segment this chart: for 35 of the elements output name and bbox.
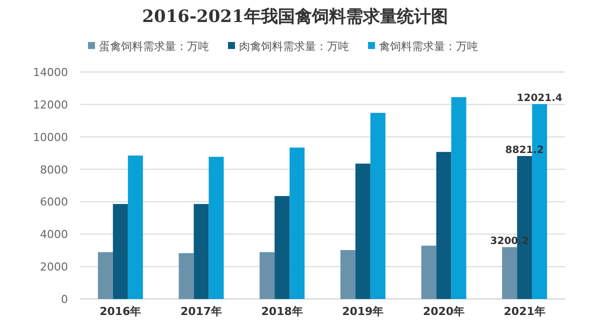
bar xyxy=(178,253,194,299)
x-tick-label: 2017年 xyxy=(180,305,222,318)
bar xyxy=(421,246,436,299)
bar xyxy=(128,156,143,299)
bar xyxy=(502,247,518,299)
y-tick-label: 4000 xyxy=(40,228,68,242)
chart-title: 2016-2021年我国禽饲料需求量统计图 xyxy=(142,7,448,27)
legend-label: 肉禽饲料需求量：万吨 xyxy=(239,40,349,53)
y-tick-label: 0 xyxy=(61,293,68,306)
bar xyxy=(112,204,128,299)
y-tick-label: 12000 xyxy=(33,98,68,112)
bar xyxy=(436,152,452,299)
y-tick-label: 6000 xyxy=(40,196,68,209)
legend-label: 蛋禽饲料需求量：万吨 xyxy=(99,40,209,53)
y-tick-label: 14000 xyxy=(33,66,68,79)
data-label: 12021.4 xyxy=(516,93,562,104)
bar xyxy=(451,97,466,299)
legend-label: 禽饲料需求量：万吨 xyxy=(379,40,478,53)
bar xyxy=(194,204,209,299)
bar xyxy=(274,196,290,299)
bar xyxy=(340,250,356,299)
x-tick-label: 2018年 xyxy=(261,305,303,318)
y-tick-label: 2000 xyxy=(40,260,68,274)
x-tick-label: 2020年 xyxy=(422,305,465,318)
bar xyxy=(98,252,113,299)
bar xyxy=(370,112,386,299)
x-tick-label: 2016年 xyxy=(100,305,142,318)
y-tick-label: 10000 xyxy=(33,130,68,144)
bar xyxy=(208,156,224,299)
bar xyxy=(260,252,275,299)
x-tick-label: 2019年 xyxy=(342,305,384,318)
bar xyxy=(290,148,305,299)
x-tick-label: 2021年 xyxy=(504,305,546,318)
y-tick-label: 8000 xyxy=(40,163,68,176)
bar xyxy=(355,164,370,299)
